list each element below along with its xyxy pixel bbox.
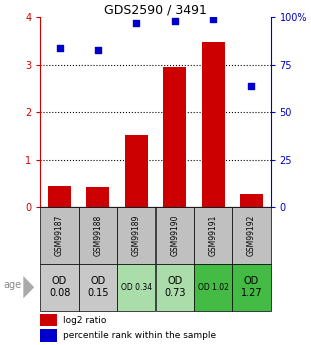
Text: OD
0.73: OD 0.73 (164, 276, 185, 298)
Bar (117, 207, 156, 264)
Point (134, 20, 139, 26)
Text: OD
0.15: OD 0.15 (87, 276, 109, 298)
Point (95, 47, 100, 52)
Bar (232, 207, 271, 264)
Text: percentile rank within the sample: percentile rank within the sample (63, 331, 216, 340)
Bar (40, 314, 57, 326)
Text: age: age (3, 280, 21, 290)
Bar (156, 264, 194, 310)
Bar (194, 264, 232, 310)
Bar (202, 42, 225, 207)
Text: OD
1.27: OD 1.27 (241, 276, 262, 298)
Text: GSM99190: GSM99190 (170, 215, 179, 256)
Title: GDS2590 / 3491: GDS2590 / 3491 (104, 3, 207, 16)
Bar (79, 207, 117, 264)
Text: GSM99189: GSM99189 (132, 215, 141, 256)
Bar (48, 186, 71, 207)
Point (211, 17, 216, 22)
Bar (125, 135, 148, 207)
Bar (117, 264, 156, 310)
Text: log2 ratio: log2 ratio (63, 316, 107, 325)
Bar (86, 187, 109, 207)
Text: OD 1.02: OD 1.02 (197, 283, 229, 292)
Text: GSM99192: GSM99192 (247, 215, 256, 256)
Text: OD
0.08: OD 0.08 (49, 276, 70, 298)
Bar (232, 264, 271, 310)
Point (249, 83, 254, 88)
Polygon shape (23, 276, 34, 298)
Bar (40, 264, 79, 310)
Bar (163, 67, 186, 207)
Bar (40, 207, 79, 264)
Text: GSM99191: GSM99191 (209, 215, 217, 256)
Bar (194, 207, 232, 264)
Bar (240, 194, 263, 207)
Text: OD 0.34: OD 0.34 (121, 283, 152, 292)
Bar (40, 329, 57, 342)
Text: GSM99188: GSM99188 (94, 215, 102, 256)
Bar (79, 264, 117, 310)
Bar (156, 207, 194, 264)
Text: GSM99187: GSM99187 (55, 215, 64, 256)
Point (172, 18, 177, 24)
Point (57, 45, 62, 50)
